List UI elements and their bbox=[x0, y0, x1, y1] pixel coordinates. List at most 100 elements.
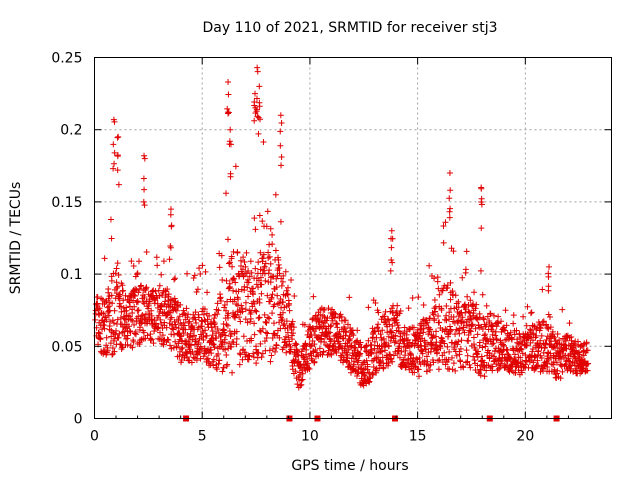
data-point-plus bbox=[531, 354, 538, 361]
data-point-plus bbox=[240, 254, 247, 261]
data-point-plus bbox=[231, 275, 238, 282]
data-point-plus bbox=[289, 336, 296, 343]
data-point-plus bbox=[441, 340, 448, 347]
data-point-plus bbox=[280, 309, 287, 316]
data-point-plus bbox=[101, 325, 108, 332]
data-point-plus bbox=[195, 311, 202, 318]
data-point-plus bbox=[125, 323, 132, 330]
data-point-plus bbox=[520, 313, 527, 320]
data-point-plus bbox=[391, 339, 398, 346]
data-point-plus bbox=[476, 339, 483, 346]
data-point-plus bbox=[221, 302, 228, 309]
data-point-plus bbox=[114, 316, 121, 323]
data-point-plus bbox=[271, 301, 278, 308]
data-point-plus bbox=[148, 336, 155, 343]
data-point-plus bbox=[466, 309, 473, 316]
data-point-plus bbox=[156, 292, 163, 299]
data-point-plus bbox=[510, 320, 517, 327]
data-point-plus bbox=[405, 305, 412, 312]
data-point-plus bbox=[142, 285, 149, 292]
data-point-plus bbox=[131, 321, 138, 328]
data-point-plus bbox=[461, 329, 468, 336]
data-point-plus bbox=[550, 333, 557, 340]
data-point-plus bbox=[165, 308, 172, 315]
data-point-plus bbox=[134, 307, 141, 314]
data-point-plus bbox=[211, 344, 218, 351]
data-point-plus bbox=[267, 260, 274, 267]
data-point-plus bbox=[210, 362, 217, 369]
data-point-plus bbox=[242, 299, 249, 306]
data-point-plus bbox=[204, 289, 211, 296]
data-point-plus bbox=[105, 312, 112, 319]
data-point-plus bbox=[259, 255, 266, 262]
data-point-plus bbox=[368, 342, 375, 349]
data-point-plus bbox=[354, 337, 361, 344]
data-point-plus bbox=[264, 314, 271, 321]
data-point-plus bbox=[263, 223, 270, 230]
data-point-plus bbox=[266, 347, 273, 354]
data-point-plus bbox=[266, 253, 273, 260]
data-point-plus bbox=[355, 357, 362, 364]
data-point-plus bbox=[269, 241, 276, 248]
data-point-plus bbox=[276, 265, 283, 272]
data-point-plus bbox=[309, 325, 316, 332]
data-point-plus bbox=[247, 315, 254, 322]
data-point-plus bbox=[388, 329, 395, 336]
x-tick-label: 15 bbox=[409, 429, 427, 445]
data-point-plus bbox=[421, 343, 428, 350]
data-point-plus bbox=[192, 309, 199, 316]
data-point-plus bbox=[253, 360, 260, 367]
data-point-plus bbox=[210, 341, 217, 348]
data-point-plus bbox=[316, 345, 323, 352]
data-point-plus bbox=[143, 284, 150, 291]
data-point-plus bbox=[184, 270, 191, 277]
data-point-plus bbox=[181, 354, 188, 361]
data-point-plus bbox=[396, 340, 403, 347]
data-point-plus bbox=[250, 285, 257, 292]
data-point-plus bbox=[447, 279, 454, 286]
data-point-plus bbox=[254, 354, 261, 361]
data-point-plus bbox=[340, 335, 347, 342]
data-point-plus bbox=[267, 225, 274, 232]
data-point-plus bbox=[251, 300, 258, 307]
data-point-plus bbox=[440, 222, 447, 229]
data-point-plus bbox=[136, 285, 143, 292]
data-point-plus bbox=[145, 305, 152, 312]
data-point-plus bbox=[283, 342, 290, 349]
data-point-plus bbox=[251, 99, 258, 106]
data-point-plus bbox=[396, 343, 403, 350]
data-point-plus bbox=[464, 293, 471, 300]
data-point-plus bbox=[265, 249, 272, 256]
data-point-plus bbox=[473, 301, 480, 308]
data-point-plus bbox=[487, 311, 494, 318]
data-point-plus bbox=[103, 334, 110, 341]
data-point-plus bbox=[438, 305, 445, 312]
data-point-plus bbox=[453, 352, 460, 359]
chart-title: Day 110 of 2021, SRMTID for receiver stj… bbox=[203, 20, 498, 36]
data-point-plus bbox=[220, 364, 227, 371]
data-point-plus bbox=[411, 359, 418, 366]
data-point-plus bbox=[290, 330, 297, 337]
data-point-plus bbox=[474, 362, 481, 369]
data-point-plus bbox=[134, 271, 141, 278]
data-point-plus bbox=[431, 275, 438, 282]
data-point-plus bbox=[429, 342, 436, 349]
data-point-plus bbox=[282, 268, 289, 275]
data-point-plus bbox=[537, 322, 544, 329]
data-point-plus bbox=[165, 337, 172, 344]
data-point-plus bbox=[447, 327, 454, 334]
data-point-plus bbox=[431, 317, 438, 324]
data-point-plus bbox=[388, 257, 395, 264]
data-point-plus bbox=[468, 316, 475, 323]
data-point-plus bbox=[377, 347, 384, 354]
data-point-plus bbox=[111, 307, 118, 314]
data-point-plus bbox=[566, 363, 573, 370]
data-point-plus bbox=[232, 279, 239, 286]
data-point-plus bbox=[389, 323, 396, 330]
data-point-plus bbox=[275, 261, 282, 268]
data-point-plus bbox=[217, 297, 224, 304]
data-point-plus bbox=[385, 356, 392, 363]
data-point-plus bbox=[237, 257, 244, 264]
data-point-plus bbox=[566, 358, 573, 365]
data-point-plus bbox=[109, 345, 116, 352]
